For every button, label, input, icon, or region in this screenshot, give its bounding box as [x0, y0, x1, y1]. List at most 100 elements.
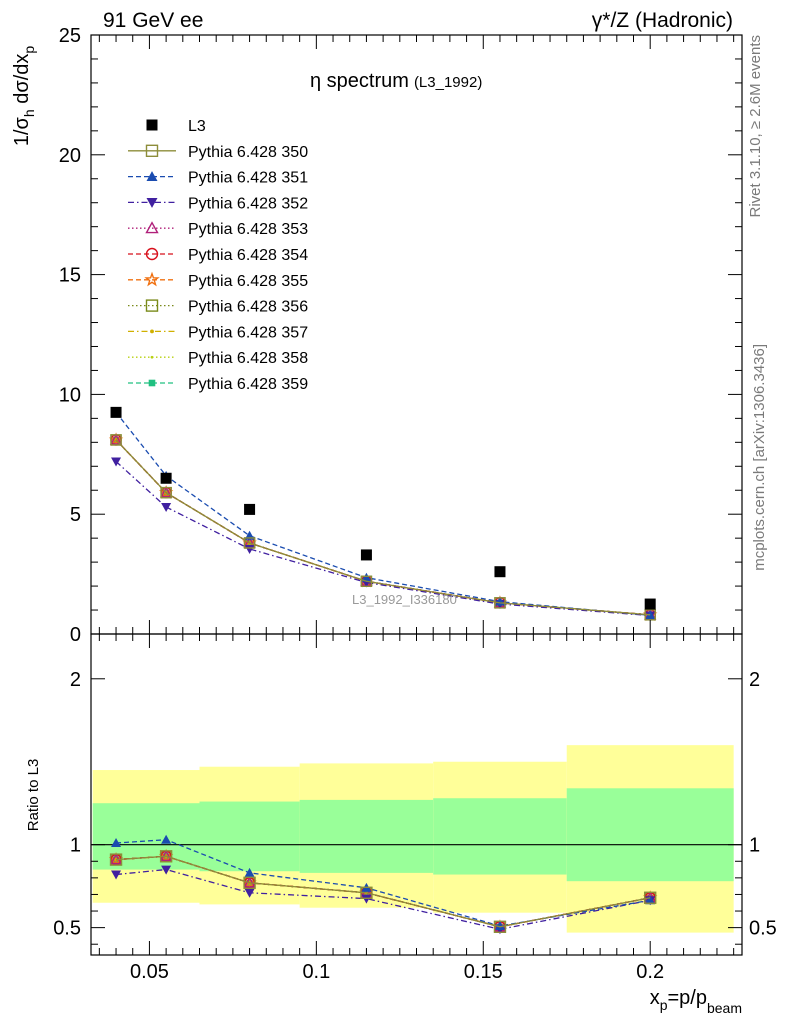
legend-item-4: Pythia 6.428 353 [128, 221, 308, 238]
ratio-point-1-5 [645, 895, 656, 905]
upper-y-tick-label: 10 [59, 384, 81, 406]
ratio-point-1-0 [111, 838, 122, 848]
ratio-point-0-4 [493, 920, 507, 933]
series-line-9 [115, 439, 651, 616]
upper-series-8 [114, 438, 652, 617]
data-point-0-0 [110, 406, 122, 418]
ratio-y-tick-label-left: 1 [70, 835, 81, 857]
data-point-0-3 [360, 549, 372, 561]
legend-label-1: Pythia 6.428 350 [188, 144, 308, 161]
uncertainty-band-inner-1 [199, 801, 300, 872]
legend-marker-0 [146, 119, 158, 131]
legend-marker-4 [145, 221, 159, 234]
x-tick-label: 0.1 [302, 961, 330, 983]
data-point-4-1 [159, 486, 173, 498]
legend-label-9: Pythia 6.428 358 [188, 350, 308, 367]
upper-y-tick-label: 15 [59, 265, 81, 287]
header-left: 91 GeV ee [103, 9, 203, 32]
upper-y-tick-label: 25 [59, 25, 81, 47]
chart-title: η spectrum [310, 70, 409, 92]
uncertainty-band-inner-2 [299, 799, 434, 873]
ratio-point-7-0 [114, 857, 118, 862]
data-point-1-0 [110, 434, 122, 446]
data-point-2-5 [645, 610, 656, 620]
data-point-3-1 [161, 503, 172, 513]
ratio-y-tick-label-right: 2 [749, 669, 760, 691]
legend-label-0: L3 [188, 118, 206, 135]
ratio-panel-frame: 0.5 0.5 1 1 2 2 0.05 0.1 0.15 0.2 [53, 633, 777, 983]
legend-marker-5 [145, 247, 159, 261]
ratio-y-axis-label: Ratio to L3 [25, 759, 42, 832]
legend-label-10: Pythia 6.428 359 [188, 376, 308, 393]
data-point-6-1 [158, 485, 174, 499]
ratio-y-tick-label-right: 0.5 [749, 918, 777, 940]
upper-y-axis-label: 1/σh dσ/dxp [11, 46, 37, 147]
ratio-point-5-0 [108, 852, 124, 866]
legend-item-6: Pythia 6.428 355 [128, 271, 308, 290]
legend-marker-1 [145, 144, 159, 158]
upper-y-tick-label: 5 [70, 504, 81, 526]
ratio-point-1-4 [494, 920, 505, 930]
x-tick-label: 0.15 [464, 961, 503, 983]
data-point-0-5 [644, 598, 656, 610]
ratio-series-layer [108, 834, 658, 935]
analysis-watermark: L3_1992_I336180 [352, 592, 457, 607]
series-line-2 [115, 411, 651, 616]
legend-item-8: Pythia 6.428 357 [128, 324, 308, 341]
legend-marker-10 [148, 379, 156, 387]
legend-label-6: Pythia 6.428 355 [188, 273, 308, 290]
series-line-7 [115, 439, 651, 616]
series-line-10 [115, 439, 651, 616]
ratio-y-tick-label-left: 0.5 [53, 918, 81, 940]
x-tick-label: 0.2 [636, 961, 664, 983]
series-line-8 [115, 439, 651, 616]
data-point-4-0 [109, 433, 123, 445]
legend: L3 Pythia 6.428 350 Pythia 6.428 351 Pythia… [128, 118, 308, 393]
upper-series-10 [113, 436, 654, 618]
legend-item-9: Pythia 6.428 358 [128, 350, 308, 367]
legend-label-5: Pythia 6.428 354 [188, 247, 308, 264]
legend-label-7: Pythia 6.428 356 [188, 299, 308, 316]
ratio-point-2-2 [244, 888, 255, 898]
ratio-point-2-3 [361, 894, 372, 904]
legend-item-2: Pythia 6.428 351 [128, 170, 308, 187]
ratio-point-1-2 [244, 867, 255, 877]
data-point-1-1 [160, 486, 172, 499]
upper-series-2 [111, 407, 656, 620]
data-point-1-5 [644, 609, 656, 621]
data-point-0-2 [244, 503, 256, 515]
legend-label-4: Pythia 6.428 353 [188, 221, 308, 238]
ratio-point-1-1 [161, 834, 172, 844]
data-point-0-4 [494, 566, 506, 578]
legend-marker-7 [145, 299, 159, 312]
ratio-panel-bands [91, 745, 742, 933]
legend-marker-6 [144, 271, 160, 287]
series-line-6 [115, 439, 651, 616]
data-point-1-3 [360, 575, 373, 587]
ratio-line-1 [115, 839, 651, 927]
legend-marker-2 [146, 171, 158, 181]
mcplots-label: mcplots.cern.ch [arXiv:1306.3436] [751, 344, 768, 571]
upper-y-tick-label: 20 [59, 145, 81, 167]
upper-series-layer [108, 406, 658, 621]
data-point-2-3 [361, 572, 372, 582]
ratio-point-0-3 [360, 886, 373, 899]
legend-label-8: Pythia 6.428 357 [188, 324, 308, 341]
uncertainty-band-inner-4 [566, 788, 734, 882]
ratio-line-0 [115, 855, 651, 928]
ratio-series-0 [109, 850, 657, 933]
legend-item-7: Pythia 6.428 356 [128, 299, 308, 316]
legend-item-5: Pythia 6.428 354 [128, 247, 308, 264]
legend-marker-3 [146, 198, 158, 208]
data-point-6-0 [108, 432, 124, 447]
data-point-1-2 [243, 537, 256, 549]
series-line-5 [115, 439, 651, 616]
series-line-1 [115, 439, 651, 616]
legend-item-3: Pythia 6.428 352 [128, 195, 308, 212]
legend-item-10: Pythia 6.428 359 [128, 376, 308, 393]
svg-text:η spectrum(L3_1992): η spectrum (L3_1992) [310, 70, 482, 92]
legend-item-0: L3 [146, 118, 206, 135]
legend-marker-8 [150, 329, 154, 334]
chart-title-suffix: (L3_1992) [414, 74, 482, 91]
upper-series-0 [110, 406, 656, 610]
